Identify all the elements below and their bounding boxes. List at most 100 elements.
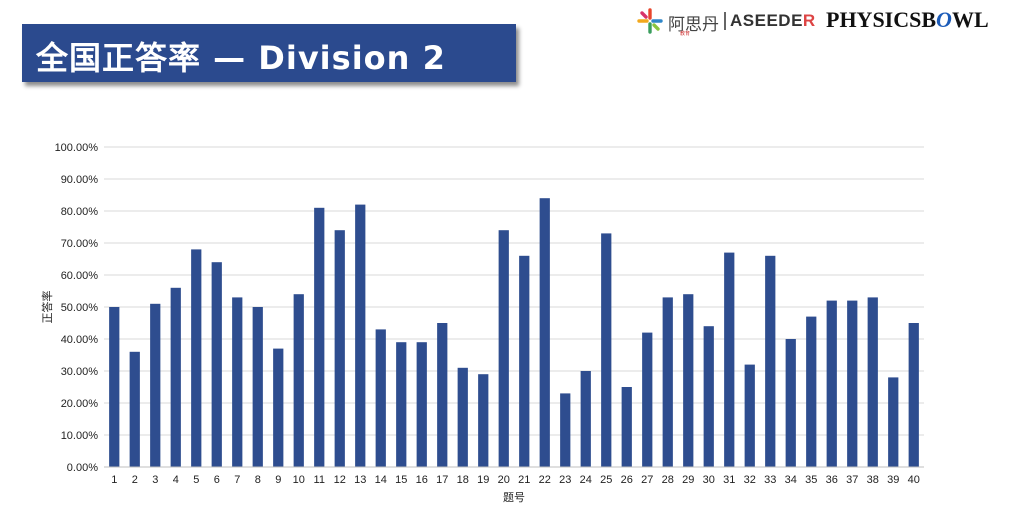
bar-question-23: [560, 393, 571, 467]
bar-question-22: [539, 198, 550, 467]
x-tick-label: 12: [334, 474, 346, 486]
bar-question-34: [785, 339, 796, 467]
asi-dan-logo-text: 阿思丹: [668, 15, 719, 35]
bar-question-26: [621, 387, 632, 467]
bar-question-29: [683, 294, 694, 467]
x-tick-label: 26: [621, 474, 633, 486]
bar-question-4: [170, 287, 181, 467]
y-tick-label: 0.00%: [67, 462, 98, 474]
x-tick-label: 10: [293, 474, 305, 486]
x-tick-label: 20: [498, 474, 510, 486]
bar-question-31: [724, 252, 735, 467]
bar-question-8: [252, 307, 263, 467]
x-tick-label: 15: [395, 474, 407, 486]
x-tick-label: 38: [867, 474, 879, 486]
bar-question-21: [519, 255, 530, 467]
x-tick-label: 28: [662, 474, 674, 486]
bars: [109, 198, 919, 468]
x-tick-label: 6: [214, 474, 220, 486]
bar-question-37: [847, 300, 858, 467]
bar-question-5: [191, 249, 202, 467]
grid-lines: [104, 146, 924, 436]
bar-question-9: [273, 348, 284, 467]
asi-dan-star-icon: [637, 8, 663, 34]
y-tick-label: 90.00%: [61, 174, 99, 186]
bar-question-35: [806, 316, 817, 467]
y-tick-label: 40.00%: [61, 334, 99, 346]
bar-question-12: [334, 230, 345, 467]
x-tick-label: 40: [908, 474, 920, 486]
bar-question-3: [150, 303, 161, 467]
asi-dan-logo-subtext: 教育: [680, 31, 691, 37]
x-tick-label: 13: [354, 474, 366, 486]
x-tick-label: 30: [703, 474, 715, 486]
bar-question-10: [293, 294, 304, 467]
x-tick-label: 2: [132, 474, 138, 486]
x-tick-label: 34: [785, 474, 797, 486]
bar-question-20: [498, 230, 509, 467]
y-tick-label: 50.00%: [61, 302, 99, 314]
bar-question-1: [109, 307, 120, 467]
aseeder-logo: ASEEDER: [730, 11, 816, 31]
x-tick-label: 24: [580, 474, 592, 486]
x-tick-label: 23: [559, 474, 571, 486]
bar-question-15: [396, 342, 407, 467]
x-axis-ticks: 1 2 3 4 5 6 7 8 9 10 11 12 13 14 15 16 17 18 19 20 21 22 23 24 2…: [111, 474, 920, 486]
x-tick-label: 14: [375, 474, 387, 486]
y-tick-label: 80.00%: [61, 206, 99, 218]
x-tick-label: 22: [539, 474, 551, 486]
y-tick-label: 30.00%: [61, 366, 99, 378]
x-tick-label: 39: [887, 474, 899, 486]
bar-question-6: [211, 262, 222, 467]
bar-question-2: [129, 351, 140, 467]
bar-question-36: [826, 300, 837, 467]
y-tick-label: 20.00%: [61, 398, 99, 410]
bar-question-27: [642, 332, 653, 467]
logo-divider: [724, 12, 726, 30]
x-tick-label: 1: [111, 474, 117, 486]
bar-question-17: [437, 323, 448, 467]
bar-question-32: [744, 364, 755, 467]
x-tick-label: 5: [193, 474, 199, 486]
x-tick-label: 36: [826, 474, 838, 486]
aseeder-logo-accent: R: [802, 11, 816, 30]
x-tick-label: 7: [234, 474, 240, 486]
bar-question-16: [416, 342, 427, 467]
y-axis-label: 正答率: [40, 291, 54, 324]
x-tick-label: 29: [682, 474, 694, 486]
x-tick-label: 37: [846, 474, 858, 486]
x-tick-label: 19: [477, 474, 489, 486]
bar-question-24: [580, 371, 591, 467]
bar-question-14: [375, 329, 386, 467]
bar-question-18: [457, 367, 468, 467]
title-banner: 全国正答率 — Division 2: [22, 24, 516, 82]
x-tick-label: 9: [275, 474, 281, 486]
bar-question-40: [908, 323, 919, 467]
bar-question-39: [888, 377, 899, 467]
x-tick-label: 18: [457, 474, 469, 486]
bar-question-25: [601, 233, 612, 467]
bar-question-38: [867, 297, 878, 467]
x-tick-label: 11: [314, 474, 325, 486]
bar-question-33: [765, 255, 776, 467]
aseeder-logo-main: ASEEDE: [730, 11, 803, 30]
x-tick-label: 32: [744, 474, 756, 486]
x-tick-label: 31: [723, 474, 735, 486]
x-tick-label: 16: [416, 474, 428, 486]
x-tick-label: 35: [805, 474, 817, 486]
physicsbowl-logo-o: O: [936, 7, 952, 32]
x-tick-label: 33: [764, 474, 776, 486]
physicsbowl-logo-part1: PHYSICSB: [826, 7, 937, 32]
y-tick-label: 10.00%: [61, 430, 99, 442]
bar-question-30: [703, 326, 714, 467]
bar-question-7: [232, 297, 243, 467]
x-tick-label: 4: [173, 474, 179, 486]
bar-question-11: [314, 207, 325, 468]
logo-bar: 阿思丹 教育 ASEEDER PHYSICSBOWL: [636, 4, 1008, 38]
y-tick-label: 70.00%: [61, 238, 99, 250]
x-tick-label: 21: [518, 474, 530, 486]
y-tick-label: 60.00%: [61, 270, 99, 282]
physicsbowl-logo: PHYSICSBOWL: [826, 7, 989, 33]
bar-question-19: [478, 374, 489, 467]
